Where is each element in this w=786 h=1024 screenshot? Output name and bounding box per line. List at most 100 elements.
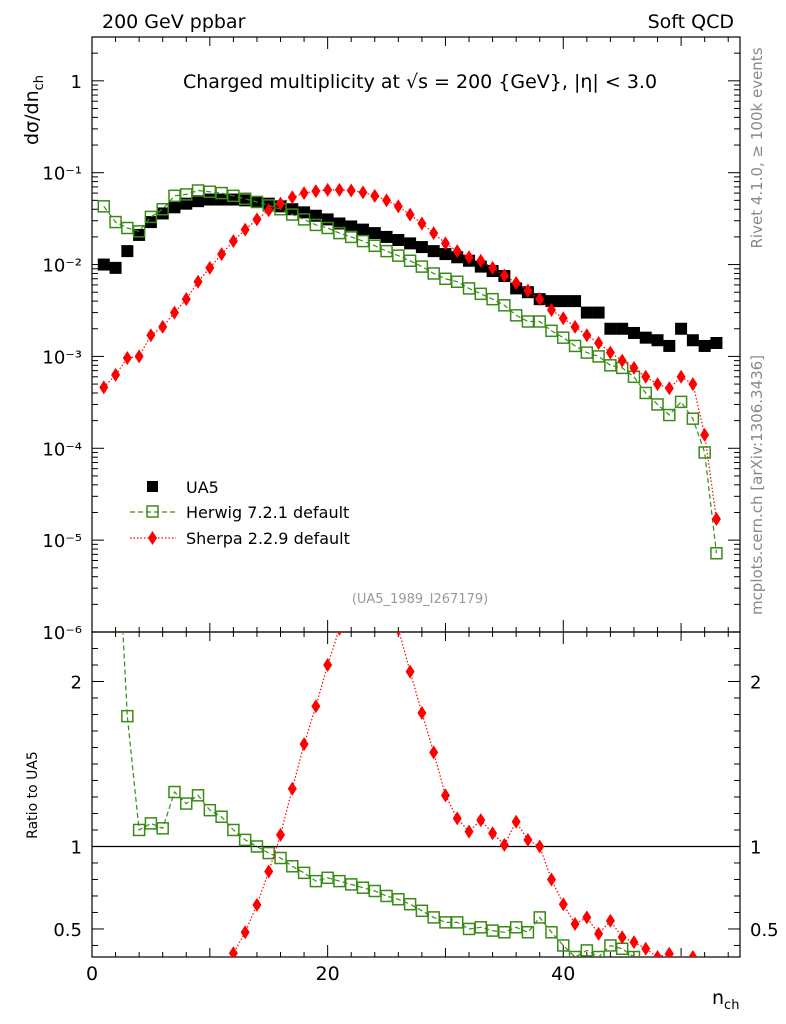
ratio-sherpa-point [641,941,651,956]
ratio-sherpa-point [111,993,120,1007]
legend-marker-herwig [146,505,159,518]
ratio-sherpa-point [417,705,427,720]
ratio-panel-marks [98,297,698,1011]
sherpa-point [570,319,580,334]
sherpa-point [334,182,344,197]
ratio-herwig-point [274,851,287,865]
ratio-herwig-point [509,921,523,934]
sherpa-point [452,244,462,259]
sherpa-point [558,311,568,326]
sherpa-point [488,260,498,275]
ratio-herwig-point [168,785,181,799]
herwig-point [392,249,405,262]
herwig-point [286,208,299,221]
ratio-sherpa-point [240,925,250,940]
ratio-tick-label: 1 [71,837,82,858]
ratio-sherpa-point [617,930,627,945]
ratio-sherpa-point [194,983,203,997]
herwig-point [710,546,723,560]
ua5-point [380,230,393,243]
ua5-point [415,241,428,254]
ratio-herwig-point [403,897,417,911]
herwig-point [474,287,488,301]
sherpa-point [205,260,215,275]
sherpa-line [103,189,717,520]
sherpa-point [311,184,321,199]
sherpa-point [664,381,674,396]
ratio-sherpa-point [546,872,556,887]
ratio-herwig-point [557,939,570,952]
ua5-point [639,331,652,344]
sherpa-point [605,345,615,360]
sherpa-point [323,182,333,197]
herwig-point [686,412,700,425]
ua5-point [545,295,558,308]
ratio-sherpa-point [405,664,415,679]
ratio-sherpa-point [570,917,580,932]
sherpa-point [358,185,368,200]
herwig-point [521,315,535,328]
sherpa-point [240,222,250,237]
ratio-herwig-point [533,911,546,924]
ua5-point [333,217,346,230]
herwig-point [604,359,617,372]
ratio-herwig-point [474,921,488,934]
sherpa-point [122,351,132,366]
herwig-point [180,188,193,201]
ua5-point [321,213,334,226]
sherpa-point [511,275,521,290]
ua5-point [439,248,452,261]
ratio-sherpa-point [605,913,615,928]
sherpa-point [228,234,238,249]
ua5-point [168,201,181,214]
ua5-point [215,193,228,206]
herwig-point [109,215,122,229]
ua5-point [356,223,369,236]
ratio-sherpa-point [158,995,167,1009]
sherpa-point [264,203,274,218]
main-panel-marks [97,182,723,560]
herwig-point [415,260,429,273]
ratio-sherpa-point [558,897,568,912]
ratio-herwig-point [262,846,275,860]
ua5-point [404,237,417,250]
legend-label-sherpa: Sherpa 2.2.9 default [186,529,350,548]
ua5-point [227,193,240,206]
herwig-point [639,386,652,400]
herwig-point [203,185,217,199]
ratio-herwig-point [98,297,109,308]
ratio-herwig-point [356,881,370,894]
ua5-point [663,339,676,352]
herwig-point [309,218,323,232]
ratio-herwig-point [415,904,429,918]
legend-label-ua5: UA5 [186,478,219,497]
ratio-herwig-point [652,973,663,984]
ratio-herwig-point [250,840,264,853]
herwig-point [380,244,393,258]
y-axis-label-sub: ch [32,75,47,90]
ratio-herwig-point [286,860,299,873]
ratio-sherpa-point [679,954,683,957]
ratio-sherpa-point [170,993,179,1007]
ua5-point [710,336,723,349]
ratio-herwig-point [627,950,641,957]
herwig-line [103,189,717,554]
ratio-herwig-point [462,922,476,936]
ratio-sherpa-point [664,946,674,957]
y-tick-label: 10⁻¹ [42,164,82,185]
ua5-point [569,295,582,308]
y-tick-label: 10⁻⁶ [42,623,82,644]
ratio-herwig-point [676,980,687,991]
y-tick-label: 10⁻³ [42,347,82,368]
x-axis-label: nch [712,987,739,1013]
ratio-herwig-point [568,950,582,957]
herwig-point [132,225,146,238]
ratio-herwig-point [144,817,158,830]
herwig-point [168,189,181,203]
sherpa-point [676,369,686,384]
ratio-tick-label-right: 0.5 [750,920,779,941]
ratio-sherpa-point [99,997,108,1011]
ratio-herwig-point [380,889,393,903]
mcplots-label: mcplots.cern.ch [arXiv:1306.3436] [748,355,766,615]
sherpa-point [276,196,286,211]
